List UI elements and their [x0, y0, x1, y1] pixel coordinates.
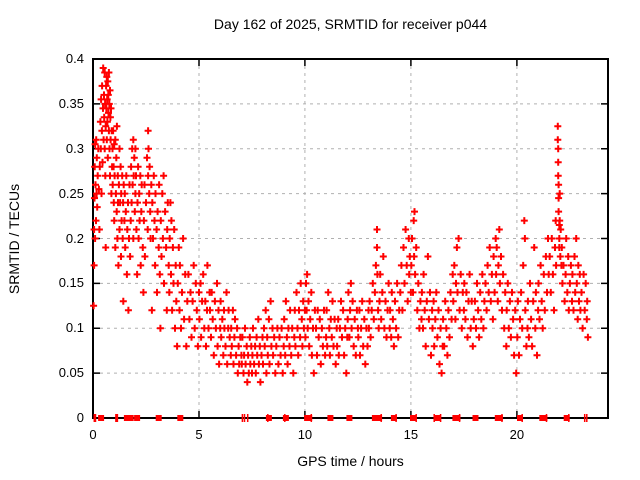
x-tick-label: 0	[89, 427, 97, 442]
data-point-markers	[90, 64, 592, 386]
y-tick-label: 0.2	[65, 230, 84, 246]
x-tick-label: 10	[297, 427, 313, 442]
y-tick-label: 0.3	[65, 140, 84, 156]
chart-title: Day 162 of 2025, SRMTID for receiver p04…	[213, 16, 488, 32]
y-tick-label: 0.05	[58, 365, 84, 381]
y-tick-label: 0.1	[65, 320, 84, 336]
y-tick-label: 0.15	[58, 275, 84, 291]
zero-value-tick-markers	[93, 414, 588, 422]
y-tick-label: 0.35	[58, 95, 84, 111]
y-tick-label: 0.25	[58, 185, 84, 201]
y-tick-label: 0	[76, 410, 84, 425]
x-axis-title: GPS time / hours	[297, 453, 404, 469]
x-tick-label: 20	[509, 427, 525, 442]
x-tick-label: 5	[195, 427, 203, 442]
x-tick-label: 15	[403, 427, 419, 442]
y-tick-label: 0.4	[65, 51, 84, 66]
